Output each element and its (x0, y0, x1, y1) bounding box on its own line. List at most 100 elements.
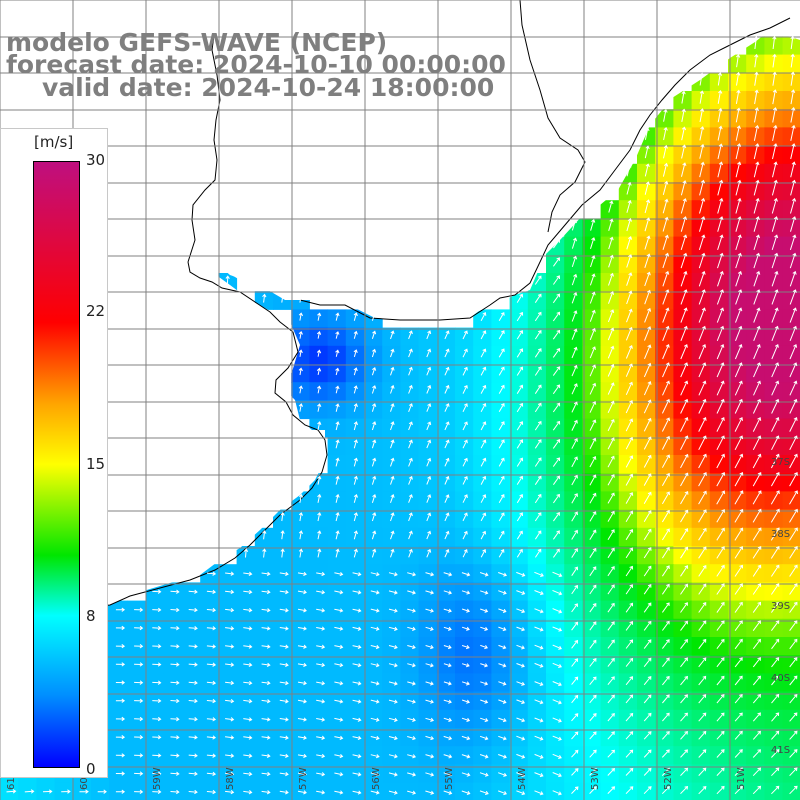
wind-arrow (480, 457, 487, 467)
wind-arrow (516, 439, 524, 449)
wind-arrow (607, 510, 615, 522)
wind-arrow (498, 772, 508, 777)
wind-arrow (717, 216, 724, 232)
wind-arrow (443, 626, 452, 631)
wind-arrow (552, 402, 561, 413)
wind-arrow (317, 530, 322, 540)
wind-arrow (225, 607, 235, 613)
wind-arrow (297, 753, 307, 759)
wind-arrow (589, 786, 597, 794)
wind-arrow (771, 638, 780, 650)
wind-arrow (425, 663, 434, 668)
wind-arrow (352, 663, 362, 668)
wind-arrow (334, 644, 344, 649)
wind-arrow (772, 143, 778, 160)
wind-arrow (680, 472, 689, 487)
wind-arrow (388, 572, 398, 577)
wind-arrow (752, 435, 762, 451)
wind-arrow (662, 731, 670, 740)
wind-arrow (662, 675, 670, 686)
wind-arrow (134, 644, 144, 649)
wind-arrow (571, 511, 578, 522)
wind-arrow (680, 198, 687, 214)
wind-arrow (206, 662, 217, 667)
wind-arrow (426, 330, 432, 340)
wind-arrow (771, 325, 779, 341)
wind-arrow (754, 71, 759, 86)
wind-arrow (789, 289, 797, 305)
wind-arrow (698, 657, 707, 668)
wind-arrow (680, 380, 689, 396)
wind-arrow (716, 546, 725, 559)
wind-arrow (571, 621, 579, 631)
wind-arrow (206, 753, 217, 758)
wind-arrow (552, 511, 560, 522)
title-valid-date: valid date: 2024-10-24 18:00:00 (42, 73, 495, 102)
longitude-label: 54W (517, 767, 528, 790)
wind-arrow (552, 238, 560, 249)
wind-arrow (261, 753, 271, 758)
wind-arrow (516, 512, 523, 522)
wind-arrow (335, 530, 340, 540)
wind-arrow (716, 767, 725, 776)
wind-arrow (590, 237, 596, 249)
wind-arrow (790, 161, 796, 178)
wind-arrow (716, 307, 725, 323)
wind-arrow (752, 564, 762, 577)
wind-arrow (316, 608, 326, 613)
wind-arrow (371, 548, 377, 558)
wind-arrow (371, 385, 377, 394)
wind-arrow (353, 548, 358, 558)
wind-arrow (225, 644, 235, 649)
wind-arrow (97, 789, 107, 794)
wind-arrow (625, 492, 634, 504)
wind-arrow (353, 457, 358, 467)
wind-arrow (643, 362, 652, 378)
wind-arrow (334, 790, 344, 795)
wind-arrow (188, 680, 198, 685)
wind-arrow (752, 675, 761, 686)
wind-arrow (571, 676, 579, 685)
wind-arrow (335, 439, 340, 449)
wind-arrow (789, 234, 797, 251)
wind-arrow (407, 772, 417, 777)
wind-arrow (716, 325, 725, 341)
wind-arrow (752, 785, 762, 795)
wind-arrow (534, 439, 542, 449)
wind-arrow (589, 584, 597, 595)
wind-arrow (461, 790, 471, 795)
wind-arrow (444, 421, 450, 431)
wind-arrow (297, 608, 307, 613)
wind-arrow (480, 348, 487, 358)
wind-arrow (698, 362, 707, 378)
wind-arrow (716, 453, 725, 469)
wind-arrow (589, 309, 596, 322)
wind-arrow (334, 753, 344, 759)
wind-arrow (206, 717, 217, 722)
wind-arrow (607, 676, 615, 686)
wind-arrow (552, 438, 560, 449)
wind-arrow (297, 681, 307, 686)
wind-arrow (498, 699, 507, 704)
wind-arrow (735, 197, 742, 214)
wind-arrow (134, 716, 144, 722)
wind-arrow (608, 218, 614, 231)
wind-arrow (772, 107, 778, 123)
wind-arrow (353, 312, 358, 321)
wind-arrow (443, 572, 453, 577)
wind-arrow (534, 384, 542, 394)
wind-arrow (480, 549, 487, 558)
wind-arrow (752, 471, 762, 487)
wind-arrow (298, 330, 303, 339)
wind-arrow (698, 307, 706, 323)
wind-arrow (516, 644, 525, 650)
wind-arrow (771, 730, 780, 740)
wind-arrow (644, 289, 651, 305)
wind-arrow (480, 439, 487, 449)
wind-arrow (734, 620, 743, 631)
wind-arrow (607, 437, 615, 450)
wind-arrow (388, 790, 398, 795)
wind-arrow (661, 528, 670, 541)
wind-arrow (388, 754, 398, 759)
wind-arrow (552, 790, 562, 796)
